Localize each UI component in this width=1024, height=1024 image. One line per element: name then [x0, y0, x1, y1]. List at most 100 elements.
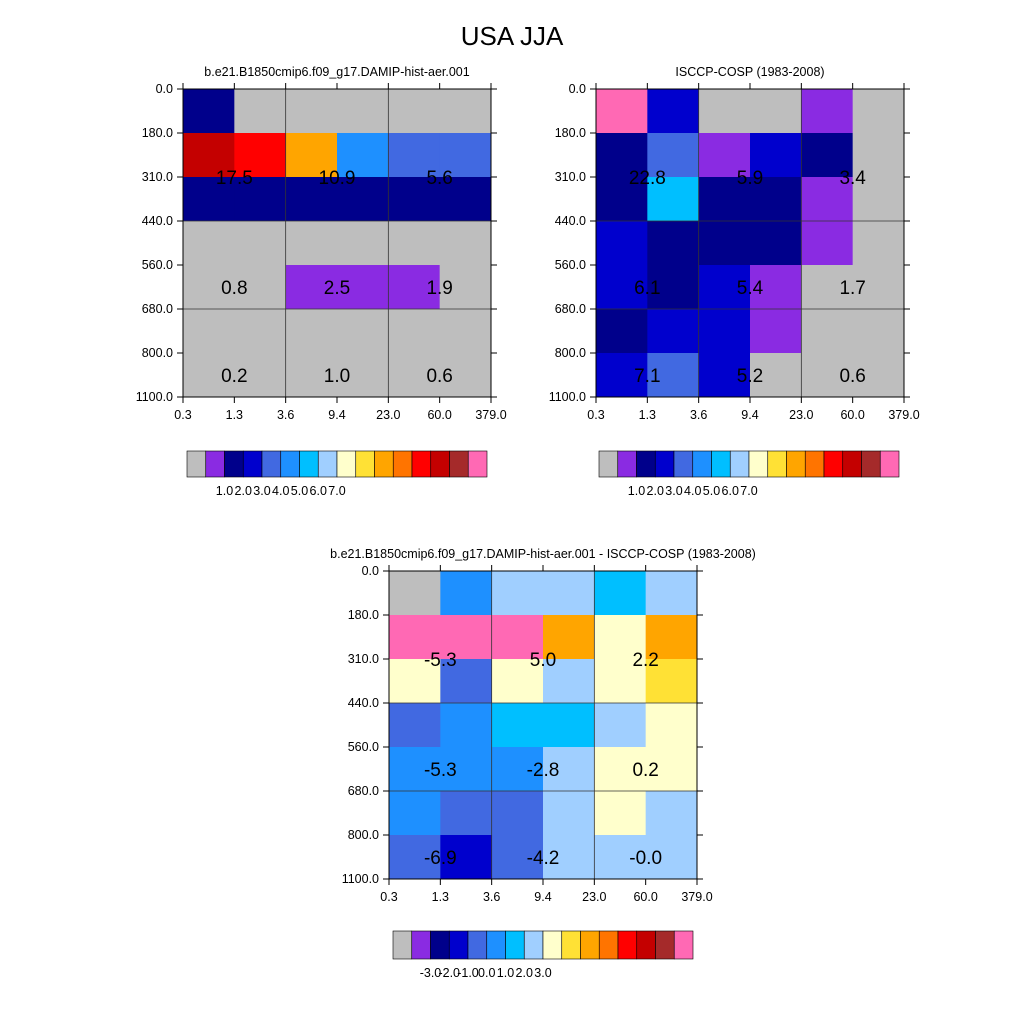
data-label: 3.4	[839, 168, 866, 189]
colorbar-swatch	[561, 930, 581, 960]
colorbar-swatch	[598, 450, 619, 478]
heatmap-cell	[594, 747, 647, 792]
y-tick-label: 800.0	[555, 346, 586, 360]
data-label: 0.2	[632, 760, 658, 781]
heatmap-cell	[801, 265, 854, 310]
heatmap-cell	[439, 309, 492, 354]
heatmap-cell	[337, 133, 389, 178]
data-label: 0.6	[426, 366, 452, 387]
heatmap-cell	[183, 353, 235, 398]
y-tick-label: 560.0	[555, 258, 586, 272]
colorbar-swatch	[336, 450, 357, 478]
colorbar-label: 2.0	[516, 966, 533, 980]
heatmap-cell	[596, 221, 648, 266]
heatmap-cell	[750, 353, 802, 398]
colorbar-swatch	[842, 450, 862, 478]
y-tick-label: 680.0	[348, 784, 379, 798]
heatmap-cell	[440, 615, 493, 660]
heatmap-cell	[750, 309, 802, 354]
heatmap-cell	[183, 177, 235, 222]
heatmap-cell	[852, 309, 905, 354]
heatmap-cell	[647, 133, 700, 178]
colorbar-swatch	[430, 450, 450, 478]
heatmap-cell	[698, 177, 751, 222]
heatmap-cell	[440, 703, 493, 748]
heatmap-cell	[647, 177, 700, 222]
colorbar-swatch	[486, 930, 506, 960]
colorbar-swatch	[411, 450, 432, 478]
colorbar-label: 3.0	[253, 484, 270, 498]
heatmap-cell	[440, 659, 493, 704]
data-label: 5.4	[737, 278, 764, 299]
x-tick-label: 60.0	[633, 890, 657, 904]
heatmap-cell	[234, 89, 287, 134]
y-tick-label: 0.0	[569, 82, 586, 96]
heatmap-cell	[439, 353, 492, 398]
y-tick-label: 800.0	[348, 828, 379, 842]
colorbar-label: 2.0	[235, 484, 252, 498]
colorbar-label: 1.0	[216, 484, 233, 498]
colorbar-label: 4.0	[272, 484, 289, 498]
heatmap-cell	[389, 791, 441, 836]
x-tick-label: 3.6	[277, 408, 294, 422]
colorbar-swatch	[711, 450, 731, 478]
heatmap-cell	[491, 703, 544, 748]
x-tick-label: 379.0	[681, 890, 712, 904]
heatmap-cell	[594, 615, 647, 660]
colorbar-swatch	[317, 450, 338, 478]
heatmap-cell	[852, 89, 905, 134]
heatmap-cell	[285, 177, 338, 222]
y-tick-label: 180.0	[142, 126, 173, 140]
heatmap-cell	[698, 309, 751, 354]
y-tick-label: 310.0	[555, 170, 586, 184]
colorbar-label: 2.0	[647, 484, 664, 498]
heatmap-cell	[645, 791, 698, 836]
heatmap-cell	[440, 747, 493, 792]
heatmap-cell	[439, 177, 492, 222]
heatmap-cell	[439, 89, 492, 134]
colorbar-swatch	[636, 930, 656, 960]
heatmap-cell	[285, 265, 338, 310]
x-tick-label: 1.3	[639, 408, 656, 422]
heatmap-cell	[389, 615, 441, 660]
heatmap-cell	[698, 89, 751, 134]
heatmap-cell	[801, 353, 854, 398]
x-tick-label: 23.0	[789, 408, 813, 422]
x-tick-label: 0.3	[380, 890, 397, 904]
colorbar-label: 5.0	[291, 484, 308, 498]
heatmap-cell	[543, 747, 595, 792]
y-tick-label: 180.0	[555, 126, 586, 140]
y-tick-label: 440.0	[348, 696, 379, 710]
heatmap-cell	[491, 747, 544, 792]
heatmap-cell	[645, 615, 698, 660]
heatmap-panel: b.e21.B1850cmip6.f09_g17.DAMIP-hist-aer.…	[330, 547, 756, 980]
colorbar-label: 0.0	[478, 966, 495, 980]
x-tick-label: 379.0	[475, 408, 506, 422]
heatmap-cell	[543, 659, 595, 704]
data-label: -0.0	[629, 848, 662, 869]
heatmap-cell	[389, 703, 441, 748]
heatmap-cell	[389, 747, 441, 792]
colorbar-swatch	[861, 450, 881, 478]
colorbar-label: 1.0	[497, 966, 514, 980]
heatmap-cell	[388, 265, 441, 310]
colorbar-swatch	[598, 930, 619, 960]
heatmap-cell	[337, 221, 389, 266]
heatmap-cell	[234, 353, 287, 398]
data-label: 1.9	[426, 278, 452, 299]
data-label: 2.2	[632, 650, 658, 671]
heatmap-cell	[491, 791, 544, 836]
heatmap-cell	[698, 353, 751, 398]
colorbar-swatch	[879, 450, 900, 478]
colorbar-swatch	[692, 450, 712, 478]
heatmap-cell	[491, 571, 544, 616]
panel-title: b.e21.B1850cmip6.f09_g17.DAMIP-hist-aer.…	[204, 65, 469, 79]
heatmap-cell	[647, 221, 700, 266]
heatmap-cell	[852, 221, 905, 266]
heatmap-cell	[543, 703, 595, 748]
colorbar-swatch	[523, 930, 544, 960]
heatmap-cell	[388, 177, 441, 222]
heatmap-cell	[388, 133, 441, 178]
colorbar-swatch	[580, 930, 600, 960]
colorbar-swatch	[467, 450, 488, 478]
